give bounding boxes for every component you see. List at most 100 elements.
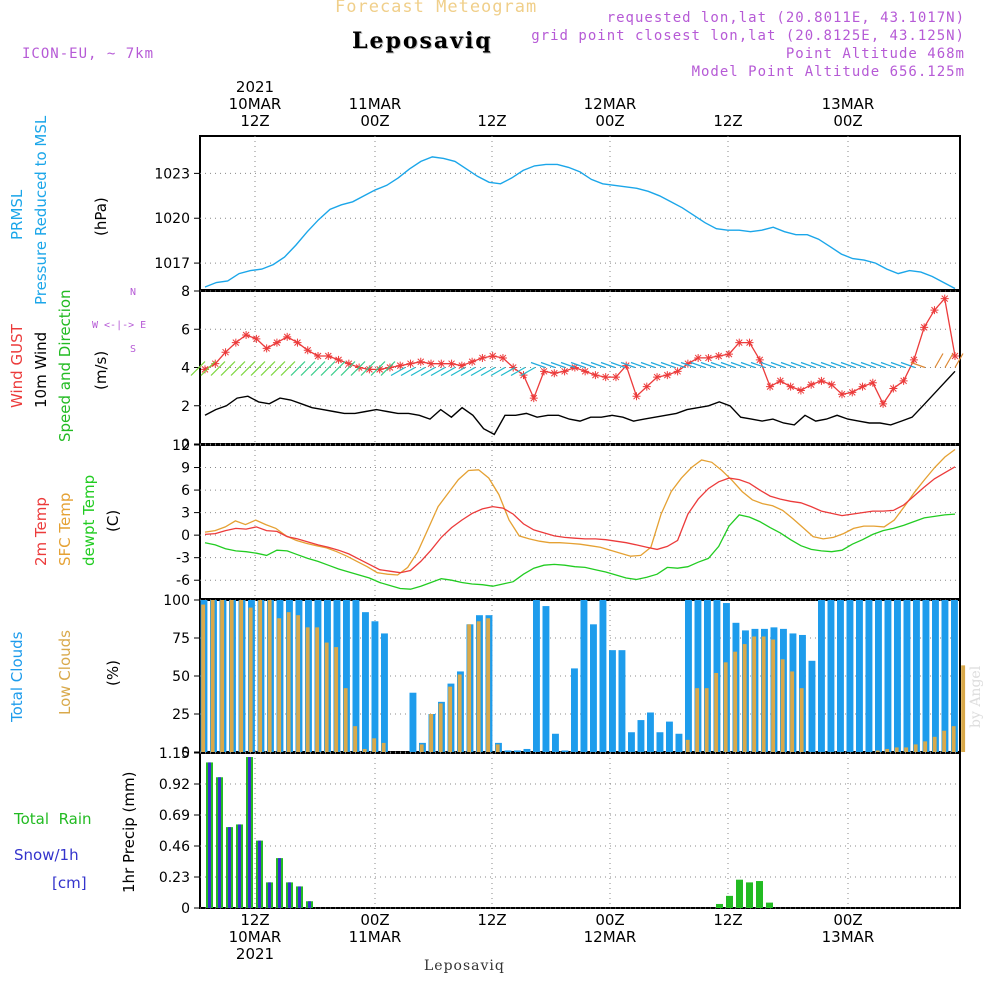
cloud-low-bar — [362, 748, 367, 752]
cloud-low-bar — [913, 744, 918, 752]
wind-gust-marker — [365, 365, 374, 374]
y-tick-label: 1023 — [154, 166, 190, 182]
wind-direction-arrow — [670, 361, 686, 369]
snow-unit-label: [cm] — [52, 874, 87, 892]
wind-gust-marker — [694, 353, 703, 362]
wind-gust-marker — [951, 352, 959, 361]
wind-gust-marker — [498, 353, 507, 362]
wind-gust-marker — [252, 334, 261, 343]
wind-direction-arrow — [810, 361, 826, 369]
cloud-low-bar — [305, 627, 310, 752]
cloud-low-bar — [752, 636, 757, 752]
wind-gust-marker — [817, 376, 826, 385]
rain-bar — [736, 879, 743, 908]
station-name: Leposaviq — [352, 28, 493, 54]
time-tick-label: 12Z — [452, 912, 532, 929]
wind-direction-arrow — [570, 361, 586, 369]
wind-direction-arrow — [250, 361, 266, 376]
time-tick-line: 00Z — [360, 112, 390, 130]
wind-gust-marker — [807, 380, 816, 389]
wind-10m-line — [204, 370, 956, 436]
cloud-total-bar — [561, 750, 569, 752]
wind-direction-arrow — [530, 361, 546, 369]
cloud-low-bar — [790, 671, 795, 752]
cloud-total-bar — [894, 600, 901, 752]
cloud-total-bar — [533, 600, 540, 752]
wind-direction-arrow — [400, 366, 416, 377]
wind-direction-arrow — [770, 361, 786, 369]
wind-gust-marker — [437, 359, 446, 368]
wind-gust-marker — [735, 338, 744, 347]
y-tick-label: 1017 — [154, 256, 190, 272]
wind-direction-arrow — [640, 361, 656, 369]
snow-bar — [218, 777, 221, 908]
cloud-total-bar — [675, 733, 683, 752]
wind-gust-marker — [940, 294, 949, 303]
cloud-total-bar — [808, 660, 816, 752]
cloud-low-bar — [932, 736, 937, 752]
y-tick-label: 0.23 — [159, 870, 190, 886]
time-tick-label: 00Z 13MAR — [808, 912, 888, 946]
wind-gust-marker — [447, 359, 456, 368]
wind-direction-arrow — [320, 361, 336, 376]
wind-gust-marker — [879, 399, 888, 408]
wind-direction-arrow — [660, 361, 676, 369]
snow-bar — [248, 757, 251, 908]
y-tick-label: 0 — [181, 901, 190, 917]
y-tick-label: 9 — [181, 461, 190, 477]
wind-gust-marker — [848, 388, 857, 397]
model-name: ICON-EU, ~ 7km — [22, 46, 155, 62]
y-tick-label: 2 — [181, 399, 190, 415]
snow-bar — [238, 824, 241, 908]
y-tick-label: 1020 — [154, 211, 190, 227]
wind-direction-arrow — [210, 361, 226, 376]
time-tick-label: 12Z — [688, 113, 768, 130]
time-tick-line: 12MAR — [583, 928, 637, 946]
cloud-low-bar — [239, 600, 244, 752]
wind-direction-arrow — [300, 361, 316, 376]
wind-gust-marker — [293, 338, 302, 347]
y-tick-label: 3 — [181, 506, 190, 522]
cloud-total-bar — [837, 600, 844, 752]
wind-gust-marker — [406, 359, 415, 368]
cloud-total-bar — [856, 600, 863, 752]
meteogram-title: Forecast Meteogram — [335, 0, 538, 17]
cloud-total-bar — [704, 600, 711, 752]
wind-direction-arrow — [860, 361, 876, 369]
wind-gust-marker — [211, 359, 220, 368]
snow-legend-label: Snow/1h — [14, 846, 79, 864]
wind-gust-marker — [334, 355, 343, 364]
rain-bar — [756, 881, 763, 908]
cloud-total-bar — [637, 720, 645, 752]
wind-gust-marker — [591, 371, 600, 380]
wind-gust-marker — [899, 376, 908, 385]
cloud-low-bar — [438, 703, 443, 752]
time-tick-line: 13MAR — [821, 95, 875, 113]
y-tick-label: 0 — [181, 745, 190, 761]
wind-gust-marker — [642, 382, 651, 391]
y-tick-label: 0.92 — [159, 777, 190, 793]
wind-gust-marker — [673, 367, 682, 376]
wind-direction-arrow — [360, 361, 376, 376]
snow-bar — [268, 882, 271, 908]
panel-frame-3 — [199, 444, 961, 600]
cloud-total-bar — [609, 650, 616, 752]
wind-direction-arrow — [490, 366, 506, 377]
wind-gust-marker — [344, 359, 353, 368]
wind-gust-marker — [745, 338, 754, 347]
cloud-low-bar — [429, 714, 434, 752]
wind-gust-marker — [776, 376, 785, 385]
wind-direction-arrow — [310, 361, 326, 376]
wind-direction-arrow — [580, 361, 596, 369]
sfc-temp-line — [204, 448, 956, 576]
cloud-low-bar — [343, 688, 348, 752]
time-tick-label: 12Z — [688, 912, 768, 929]
cloud-low-bar — [315, 627, 320, 752]
wind-gust-marker — [519, 371, 528, 380]
cloud-low-bar — [723, 662, 728, 752]
wind-direction-arrow — [460, 366, 476, 377]
wind-direction-arrow — [500, 366, 516, 377]
wind-gust-marker — [468, 357, 477, 366]
time-tick-line: 00Z — [360, 911, 390, 929]
